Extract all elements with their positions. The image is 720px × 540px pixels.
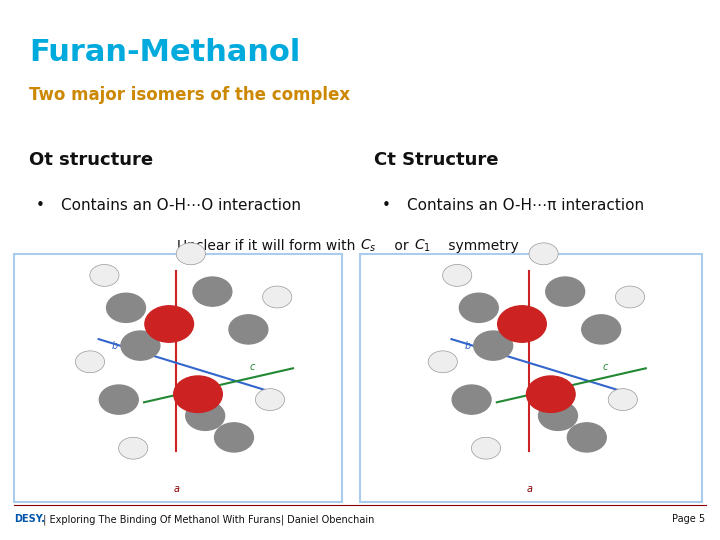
- Text: or: or: [390, 239, 413, 253]
- Text: Contains an O-H⋯π interaction: Contains an O-H⋯π interaction: [407, 198, 644, 213]
- Circle shape: [472, 437, 500, 459]
- Circle shape: [90, 265, 119, 286]
- Text: Furan-Methanol: Furan-Methanol: [29, 38, 300, 67]
- Text: DESY.: DESY.: [14, 515, 45, 524]
- Text: Ct Structure: Ct Structure: [374, 151, 499, 169]
- Circle shape: [76, 351, 104, 373]
- Circle shape: [498, 306, 546, 342]
- Text: a: a: [526, 484, 532, 494]
- Circle shape: [452, 385, 491, 414]
- Text: | Exploring The Binding Of Methanol With Furans| Daniel Obenchain: | Exploring The Binding Of Methanol With…: [40, 514, 374, 525]
- Circle shape: [99, 385, 138, 414]
- Circle shape: [546, 277, 585, 306]
- Circle shape: [107, 293, 145, 322]
- Circle shape: [567, 423, 606, 452]
- Circle shape: [263, 286, 292, 308]
- Text: Two major isomers of the complex: Two major isomers of the complex: [29, 86, 350, 104]
- Circle shape: [215, 423, 253, 452]
- Text: •: •: [36, 198, 45, 213]
- Circle shape: [256, 389, 284, 410]
- Circle shape: [529, 243, 558, 265]
- Text: •: •: [382, 198, 390, 213]
- Circle shape: [145, 306, 194, 342]
- Circle shape: [539, 401, 577, 430]
- Circle shape: [616, 286, 644, 308]
- Circle shape: [229, 315, 268, 344]
- Text: c: c: [602, 362, 608, 372]
- Text: b: b: [465, 341, 471, 350]
- Circle shape: [176, 243, 205, 265]
- Circle shape: [582, 315, 621, 344]
- Bar: [360, 254, 702, 502]
- Circle shape: [186, 401, 225, 430]
- Circle shape: [193, 277, 232, 306]
- Text: Unclear if it will form with: Unclear if it will form with: [177, 239, 360, 253]
- Text: $C_1$: $C_1$: [414, 238, 431, 254]
- Text: a: a: [174, 484, 179, 494]
- Text: Page 5: Page 5: [672, 515, 706, 524]
- Circle shape: [459, 293, 498, 322]
- Text: c: c: [249, 362, 255, 372]
- Circle shape: [174, 376, 222, 413]
- Circle shape: [443, 265, 472, 286]
- Text: b: b: [112, 341, 118, 350]
- Circle shape: [119, 437, 148, 459]
- Circle shape: [121, 331, 160, 360]
- Text: $C_s$: $C_s$: [360, 238, 377, 254]
- Circle shape: [428, 351, 457, 373]
- Circle shape: [526, 376, 575, 413]
- Bar: [14, 254, 342, 502]
- Text: Contains an O-H⋯O interaction: Contains an O-H⋯O interaction: [61, 198, 301, 213]
- Circle shape: [474, 331, 513, 360]
- Text: symmetry: symmetry: [444, 239, 519, 253]
- Circle shape: [608, 389, 637, 410]
- Text: Ot structure: Ot structure: [29, 151, 153, 169]
